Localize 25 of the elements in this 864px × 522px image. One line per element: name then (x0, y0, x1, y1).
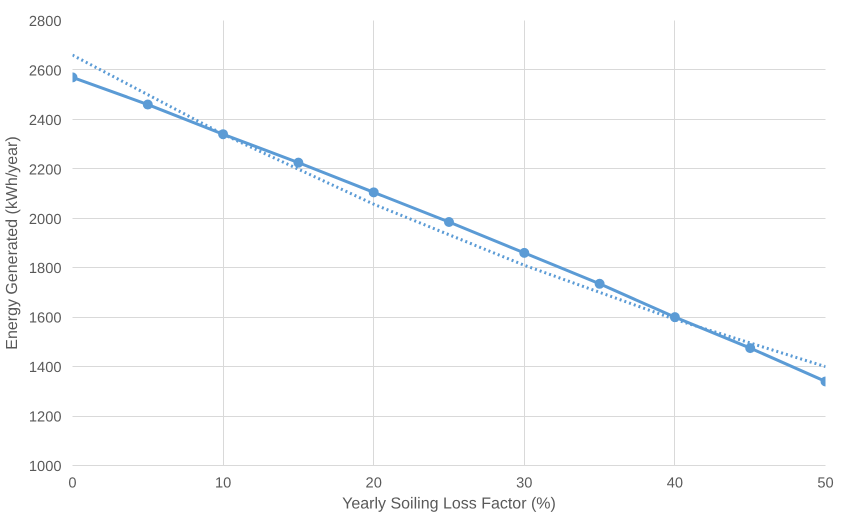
point (142, 100, 153, 110)
y-tick-label: 1800 (28, 261, 62, 278)
y-tick-label: 2000 (28, 212, 62, 228)
x-axis-title: Yearly Soiling Loss Factor (%) (342, 496, 556, 512)
y-tick-label: 2600 (28, 63, 62, 80)
point (293, 158, 304, 168)
y-tick-label: 1000 (28, 459, 62, 475)
y-tick-label: 1400 (28, 360, 62, 376)
point (745, 343, 756, 354)
point (368, 187, 379, 198)
point (444, 216, 454, 227)
x-tick-label: 10 (214, 476, 232, 492)
y-tick-label: 2400 (28, 112, 62, 129)
y-tick-label: 1200 (28, 410, 62, 426)
x-tick-label: 0 (68, 476, 77, 492)
y-tick-label: 2200 (28, 162, 62, 178)
y-axis-title: Energy Generated (kWh/year) (4, 136, 21, 350)
y-tick-label: 1600 (28, 310, 62, 327)
x-tick-label: 30 (516, 476, 532, 492)
x-tick-label: 20 (366, 476, 382, 492)
point (519, 248, 530, 258)
x-tick-label: 40 (666, 476, 684, 492)
y-tick-label: 2800 (28, 14, 62, 30)
point (594, 278, 605, 289)
x-tick-label: 50 (817, 476, 834, 492)
